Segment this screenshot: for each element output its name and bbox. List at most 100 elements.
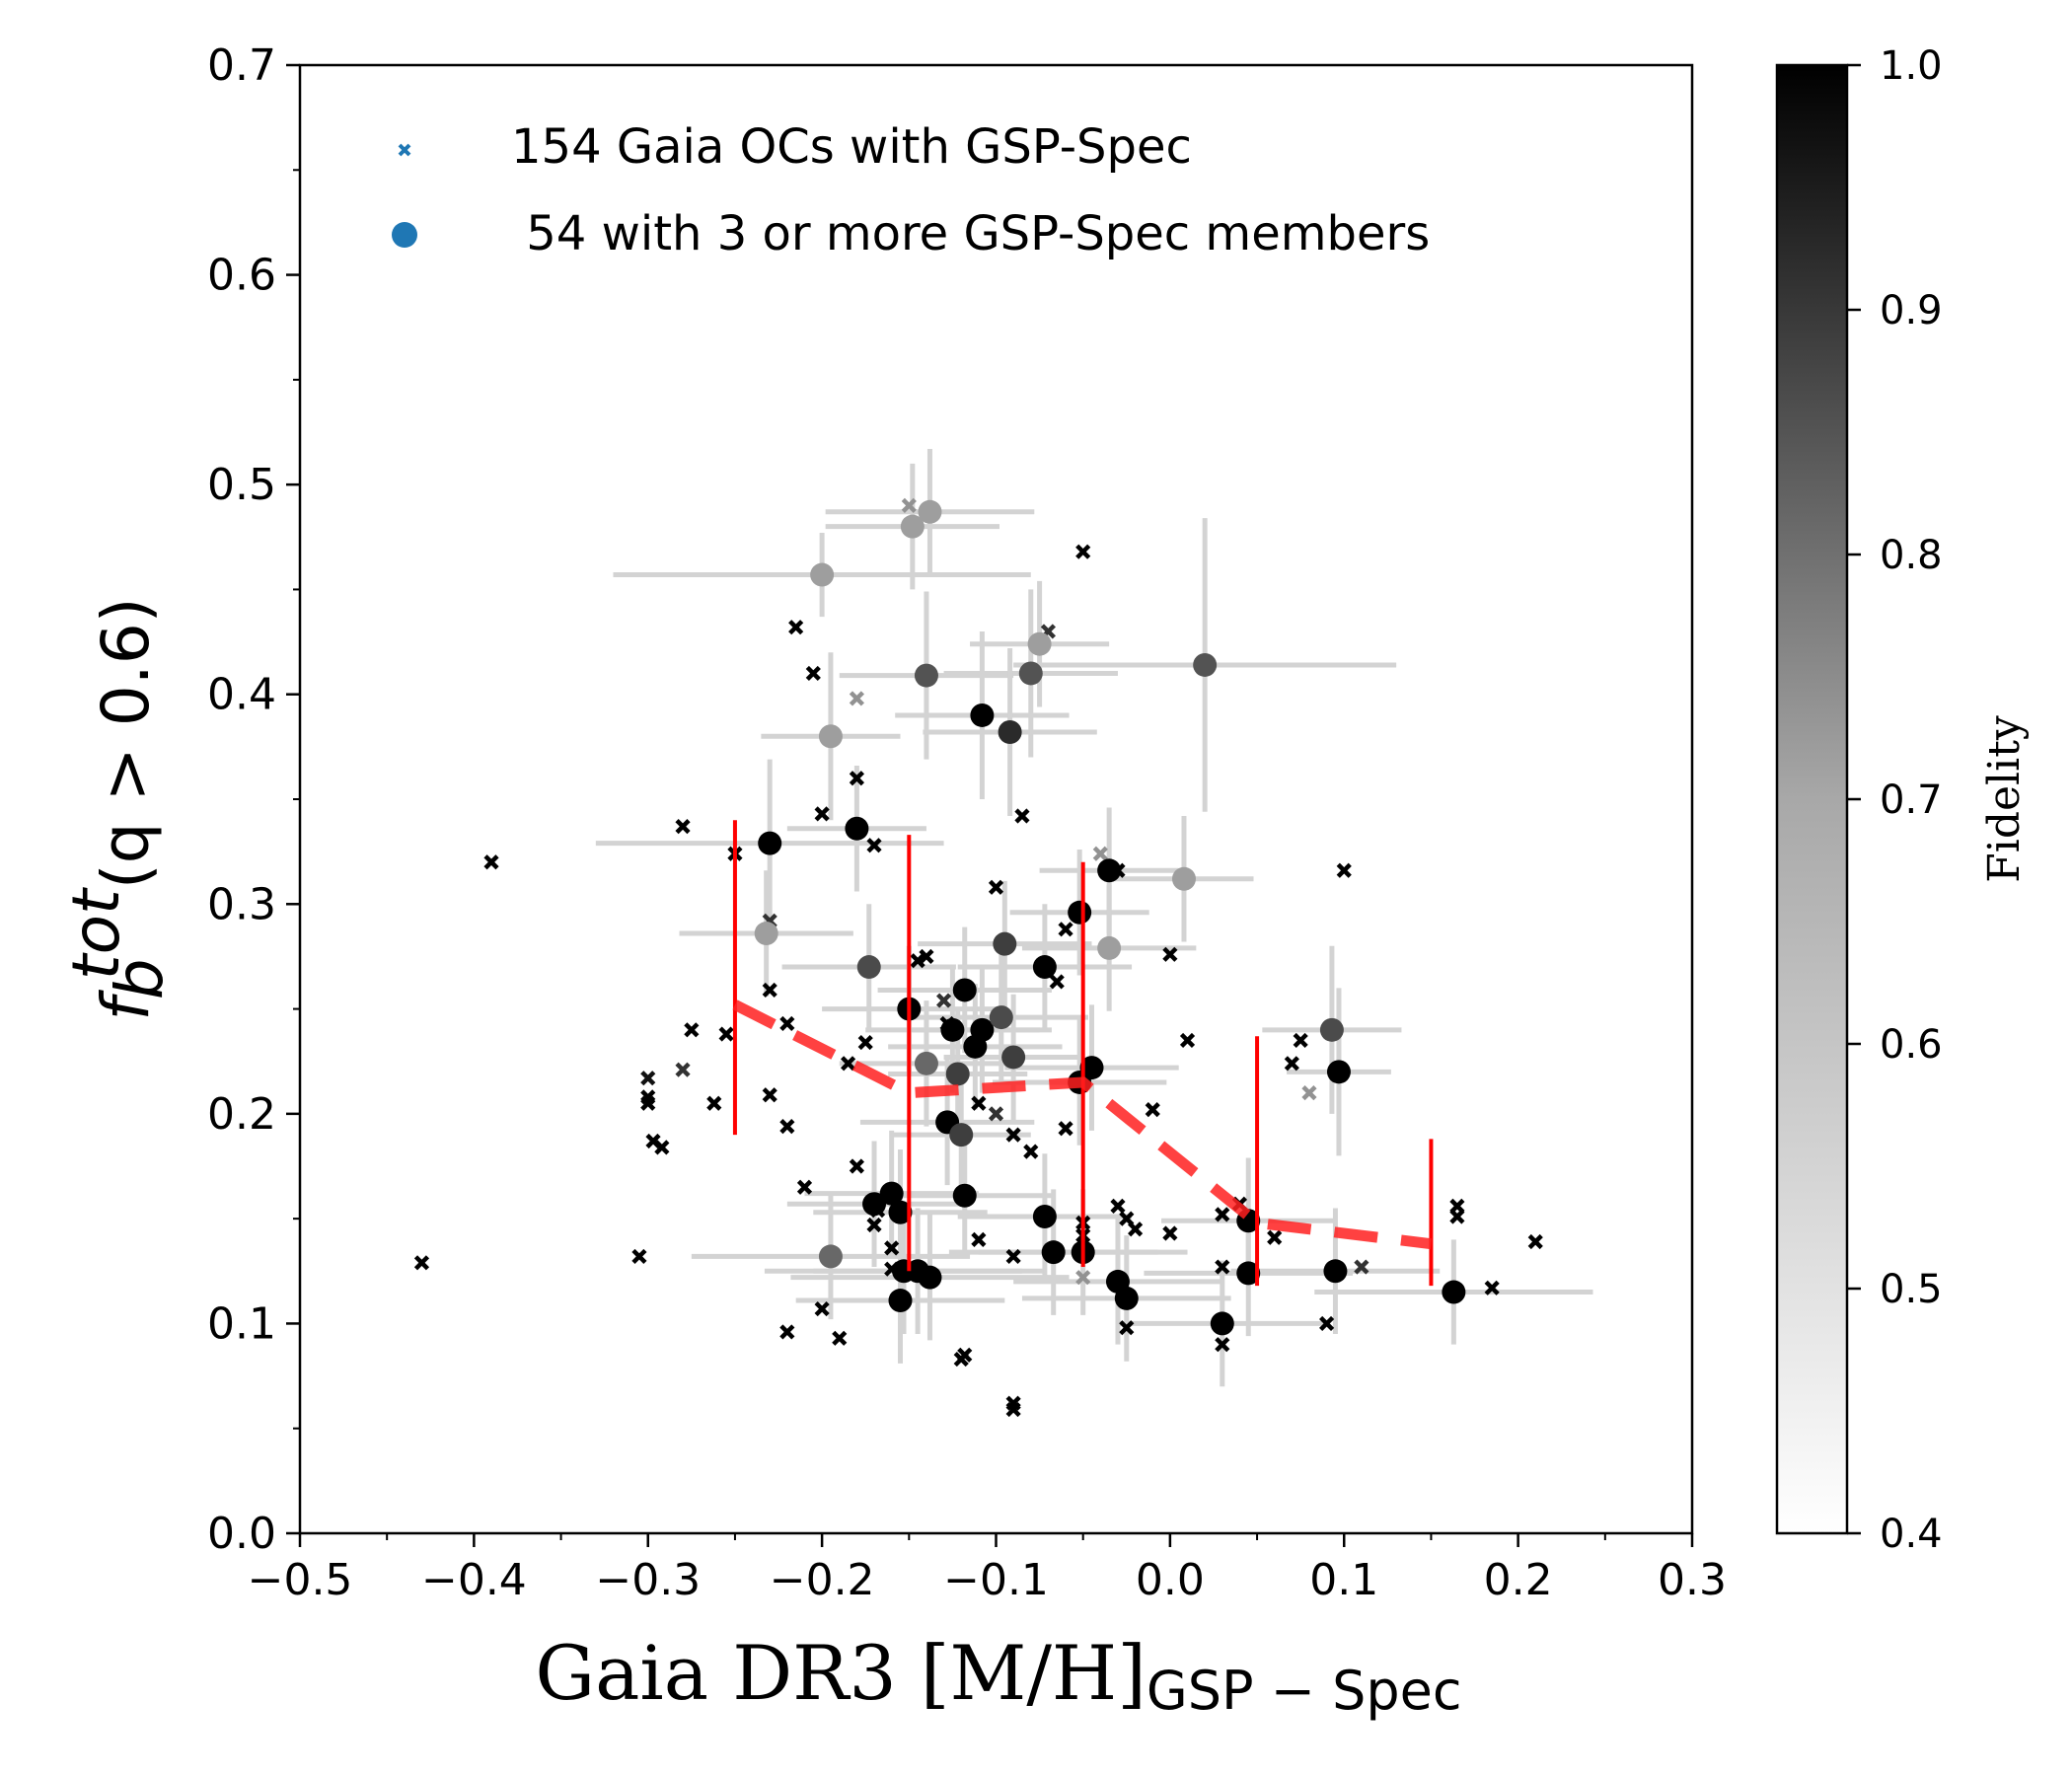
cross-marker-stroke xyxy=(1354,1259,1369,1275)
cross-marker-stroke xyxy=(1119,1211,1135,1226)
cross-marker xyxy=(1336,862,1352,878)
cross-marker-stroke xyxy=(654,1140,670,1155)
cross-marker xyxy=(1058,1121,1073,1137)
cross-marker xyxy=(1354,1259,1369,1275)
cross-marker xyxy=(1075,544,1091,559)
cross-marker-stroke xyxy=(1215,1259,1230,1275)
cross-marker-stroke xyxy=(1215,1207,1230,1222)
cross-marker xyxy=(901,497,917,513)
cross-marker-stroke xyxy=(1014,808,1030,824)
circle-marker xyxy=(888,1289,913,1313)
cross-marker xyxy=(840,1056,856,1072)
circle-marker xyxy=(1018,661,1043,686)
cross-marker-stroke xyxy=(788,620,804,635)
cross-marker-stroke xyxy=(884,1240,900,1256)
cross-marker-stroke xyxy=(675,819,691,835)
circle-marker xyxy=(914,1051,938,1075)
cross-marker xyxy=(779,1119,795,1135)
cross-marker-stroke xyxy=(805,665,821,682)
cross-marker xyxy=(805,665,821,682)
y-axis-label: fbtot(q > 0.6) xyxy=(58,598,178,1021)
cross-marker-stroke xyxy=(1301,1085,1317,1101)
circle-marker xyxy=(1079,1056,1104,1080)
cross-marker-stroke xyxy=(1005,1248,1021,1264)
x-tick-label: 0.1 xyxy=(1309,1555,1378,1605)
circle-marker xyxy=(1319,1017,1344,1042)
cross-marker-stroke xyxy=(1110,1198,1126,1214)
circle-marker xyxy=(1097,935,1122,960)
cross-marker-stroke xyxy=(1058,922,1073,937)
cross-marker xyxy=(654,1140,670,1155)
legend: 154 Gaia OCs with GSP-Spec 54 with 3 or … xyxy=(392,119,1430,261)
cross-marker-stroke xyxy=(640,1071,656,1086)
circle-marker xyxy=(818,1244,843,1269)
circle-marker xyxy=(1032,955,1057,980)
cross-marker-stroke xyxy=(988,1106,1004,1122)
cross-marker xyxy=(1023,1144,1039,1159)
cross-marker xyxy=(1119,1320,1135,1336)
x-tick-label: −0.4 xyxy=(421,1555,527,1605)
cross-marker xyxy=(788,620,804,635)
error-bars xyxy=(595,449,1593,1387)
cross-marker-stroke xyxy=(1527,1233,1543,1250)
cross-marker-stroke xyxy=(413,1255,430,1271)
x-axis-label: Gaia DR3 [M/H]GSP − Spec xyxy=(535,1629,1461,1722)
cross-marker xyxy=(1092,846,1108,861)
cross-marker xyxy=(814,1300,830,1317)
cross-marker xyxy=(762,1087,777,1103)
y-tick-label: 0.3 xyxy=(207,879,276,929)
cross-marker-stroke xyxy=(840,1056,856,1072)
colorbar-ticks: 0.4 0.5 0.6 0.7 0.8 0.9 1.0 xyxy=(1847,43,1943,1557)
cross-marker-stroke xyxy=(988,879,1004,895)
cross-marker-stroke xyxy=(849,1158,864,1174)
circle-marker xyxy=(945,1062,970,1086)
cross-marker-stroke xyxy=(631,1248,647,1264)
cross-marker xyxy=(971,1231,987,1247)
y-tick-label: 0.5 xyxy=(207,460,276,510)
circle-marker xyxy=(754,922,778,946)
cross-marker xyxy=(640,1095,656,1111)
cross-marker xyxy=(1058,922,1073,937)
cross-marker-stroke xyxy=(1049,974,1065,990)
circle-marker xyxy=(818,724,843,749)
cross-marker xyxy=(1449,1209,1465,1224)
cross-marker-stroke xyxy=(1284,1056,1299,1072)
circle-marker xyxy=(952,1183,977,1208)
cross-marker-stroke xyxy=(1092,846,1108,861)
colorbar-tick-label: 0.7 xyxy=(1880,777,1943,823)
circle-marker xyxy=(906,1259,930,1284)
cross-marker-stroke xyxy=(483,854,499,870)
cross-marker-stroke xyxy=(910,953,925,969)
legend-circle-marker-icon xyxy=(392,222,417,248)
circle-marker xyxy=(845,816,869,841)
cross-marker-stroke xyxy=(762,982,777,999)
circle-marker xyxy=(1326,1060,1351,1084)
cross-marker xyxy=(1215,1259,1230,1275)
cross-marker-stroke xyxy=(1005,1401,1021,1418)
cross-marker xyxy=(935,993,952,1008)
cross-marker-stroke xyxy=(832,1330,848,1346)
colorbar xyxy=(1775,63,1849,1535)
cross-marker xyxy=(910,953,925,969)
cross-marker xyxy=(1215,1207,1230,1222)
cross-marker xyxy=(849,691,864,706)
cross-marker xyxy=(866,1217,882,1233)
circle-marker xyxy=(1041,1240,1066,1265)
cross-marker xyxy=(919,948,934,965)
cross-marker xyxy=(1215,1337,1230,1353)
circle-marker xyxy=(993,931,1017,956)
circle-marker xyxy=(862,1192,887,1217)
x-tick-label: 0.0 xyxy=(1136,1555,1205,1605)
circle-marker xyxy=(914,663,938,688)
legend-cross-marker-icon xyxy=(398,143,411,157)
cross-marker xyxy=(718,1026,734,1042)
circle-marker xyxy=(758,831,782,855)
colorbar-tick-label: 0.8 xyxy=(1880,533,1943,578)
cross-marker-stroke xyxy=(849,771,864,786)
circle-marker xyxy=(1097,858,1122,883)
colorbar-tick-label: 0.6 xyxy=(1880,1022,1943,1068)
cross-marker xyxy=(849,1158,864,1174)
y-tick-label: 0.6 xyxy=(207,251,276,301)
cross-marker xyxy=(988,1106,1004,1122)
circle-marker xyxy=(1323,1259,1348,1284)
